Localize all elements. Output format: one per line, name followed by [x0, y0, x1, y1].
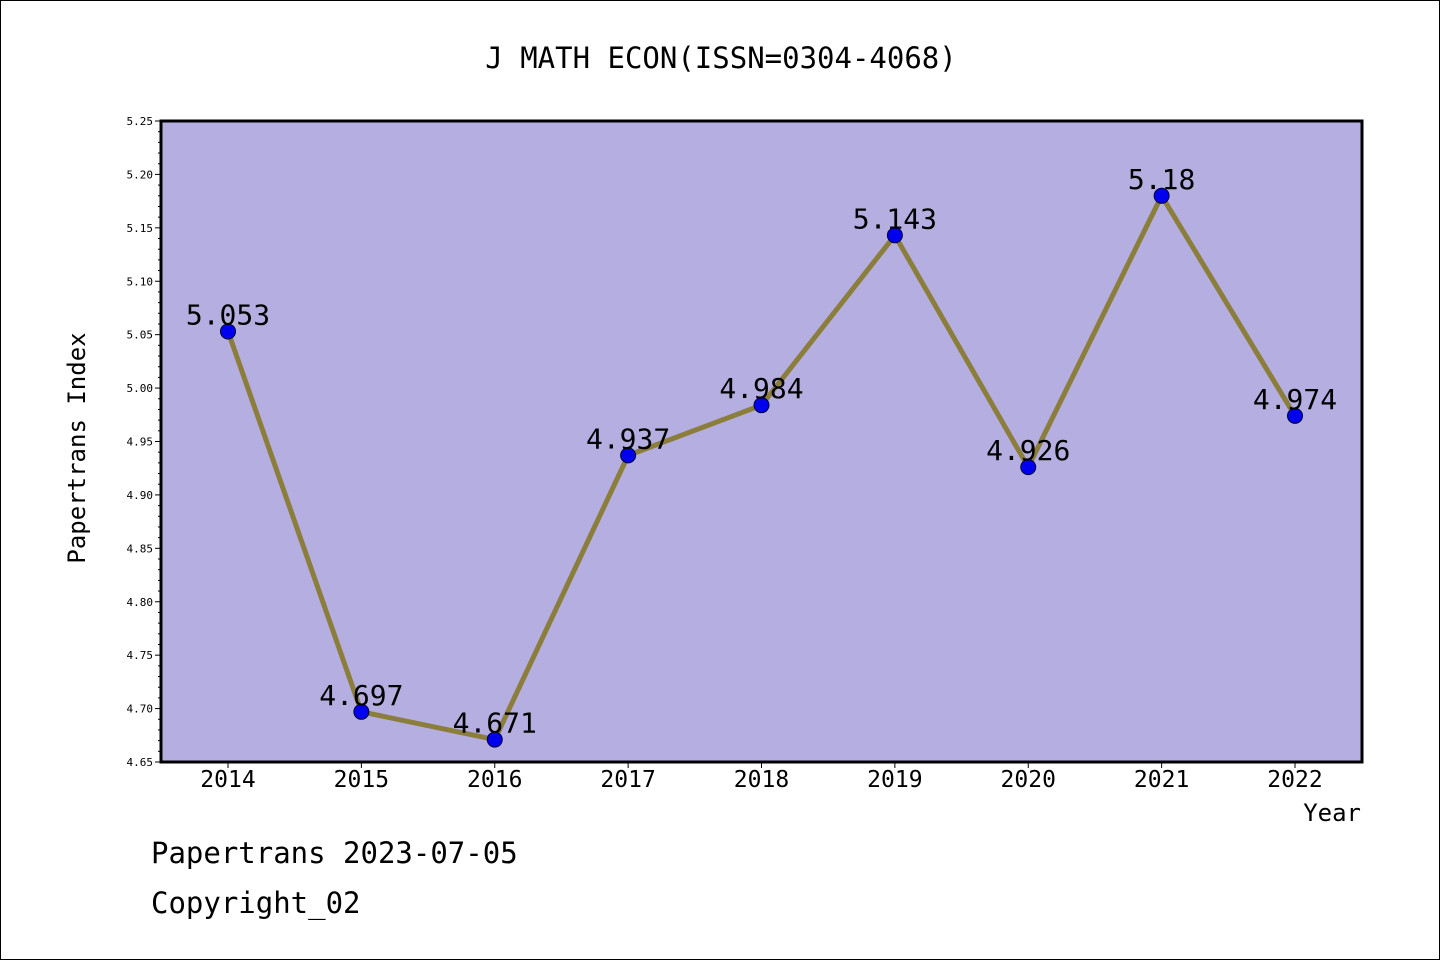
y-tick-label: 4.65	[127, 756, 154, 769]
chart-title: J MATH ECON(ISSN=0304-4068)	[485, 41, 956, 75]
y-tick-label: 5.20	[127, 168, 154, 181]
data-label: 5.18	[1128, 163, 1195, 196]
data-label: 5.143	[853, 202, 937, 235]
x-tick-label: 2016	[467, 767, 522, 793]
x-tick-label: 2018	[734, 767, 789, 793]
plot-area	[159, 119, 1364, 764]
y-tick-label: 4.80	[127, 596, 154, 609]
data-point	[1287, 407, 1303, 424]
x-tick-label: 2015	[334, 767, 389, 793]
footer-date: Papertrans 2023-07-05	[151, 836, 518, 870]
data-label: 4.671	[453, 707, 537, 740]
data-point	[353, 703, 370, 720]
data-points	[220, 187, 1303, 748]
x-axis: 2014 2015 2016 2017 2018 2019 2020 2021 2022	[200, 762, 1323, 793]
y-tick-label: 4.90	[127, 489, 154, 502]
data-label: 4.974	[1253, 383, 1337, 416]
y-tick-label: 5.10	[127, 275, 154, 288]
y-tick-label: 5.15	[127, 222, 154, 235]
y-tick-label: 5.05	[127, 329, 154, 342]
footer-copyright: Copyright_02	[151, 886, 361, 920]
data-point	[220, 323, 236, 340]
data-point	[1153, 187, 1170, 204]
data-point	[886, 227, 903, 244]
data-point	[1020, 459, 1037, 476]
data-point	[486, 731, 503, 748]
y-tick-label: 5.25	[127, 115, 154, 128]
x-tick-label: 2017	[600, 767, 655, 793]
y-tick-label: 4.95	[127, 436, 154, 449]
x-axis-label: Year	[1303, 799, 1361, 827]
x-tick-label: 2021	[1134, 767, 1189, 793]
x-tick-label: 2019	[867, 767, 922, 793]
y-tick-label: 5.00	[127, 382, 154, 395]
data-point	[620, 447, 637, 464]
y-tick-label: 4.70	[127, 703, 154, 716]
data-label: 5.053	[186, 298, 270, 331]
data-label: 4.926	[986, 434, 1070, 467]
x-tick-label: 2014	[200, 767, 255, 793]
y-tick-label: 4.75	[127, 649, 154, 662]
data-label: 4.937	[586, 422, 670, 455]
data-labels: 5.053 4.697 4.671 4.937 4.984 5.143 4.926 5.18 4…	[186, 163, 1337, 740]
data-point	[753, 397, 770, 414]
y-tick-label: 4.85	[127, 542, 154, 555]
y-axis-label: Papertrans Index	[63, 332, 91, 563]
y-axis: 4.65 4.70 4.75 4.80 4.85 4.90 4.95 5.00 5.05 5.10…	[127, 115, 161, 769]
data-label: 4.984	[719, 372, 803, 405]
data-label: 4.697	[319, 679, 403, 712]
x-tick-label: 2022	[1267, 767, 1322, 793]
x-tick-label: 2020	[1001, 767, 1056, 793]
